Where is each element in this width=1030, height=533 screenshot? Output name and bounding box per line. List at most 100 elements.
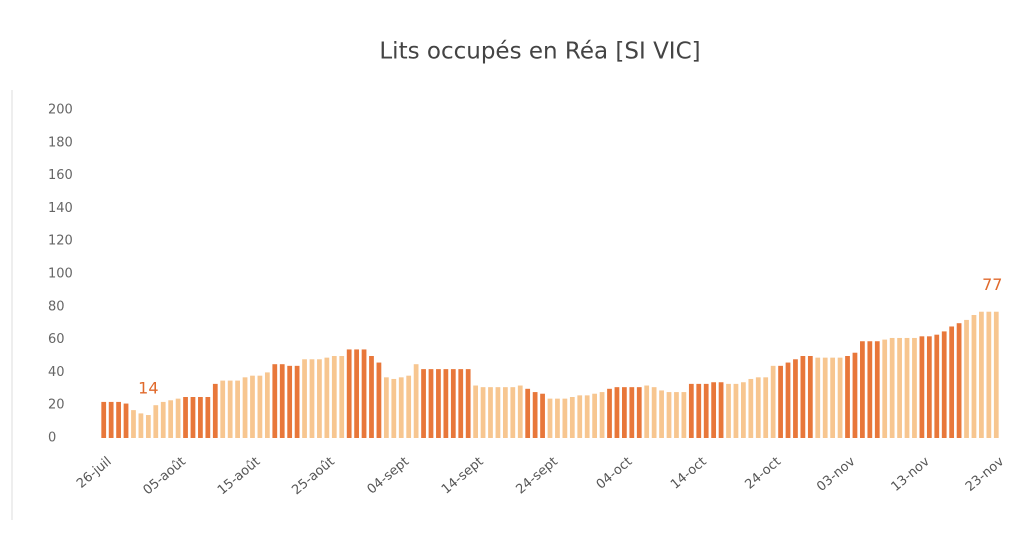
y-tick-label: 0 xyxy=(48,431,56,446)
bar xyxy=(889,337,895,438)
bar xyxy=(116,401,121,438)
y-tick-label: 60 xyxy=(48,332,65,347)
bar xyxy=(123,403,129,438)
bar xyxy=(785,362,791,438)
bar xyxy=(101,401,107,438)
bar xyxy=(986,311,992,438)
bar xyxy=(748,378,754,438)
chart-title: Lits occupés en Réa [SI VIC] xyxy=(379,39,700,65)
bar xyxy=(220,380,226,438)
y-tick-label: 200 xyxy=(48,103,73,118)
bar xyxy=(904,337,910,438)
bar xyxy=(235,380,240,438)
bar xyxy=(845,356,850,438)
bar xyxy=(532,392,538,438)
x-tick-label: 13-nov xyxy=(889,454,933,495)
bar xyxy=(592,393,598,438)
x-tick-label: 05-août xyxy=(141,454,189,498)
bar xyxy=(183,397,188,438)
bar xyxy=(852,352,858,438)
bar xyxy=(250,375,255,438)
y-tick-label: 140 xyxy=(48,201,73,216)
bar xyxy=(830,357,836,438)
bar xyxy=(369,356,374,438)
bar xyxy=(607,388,612,438)
bar xyxy=(473,385,478,438)
bar xyxy=(867,341,873,438)
bar xyxy=(807,356,813,438)
bar xyxy=(703,383,709,438)
bar xyxy=(778,365,783,438)
data-label: 77 xyxy=(982,275,1002,294)
bar xyxy=(131,410,136,438)
bar xyxy=(688,383,694,438)
bar xyxy=(860,341,865,438)
bar xyxy=(822,357,828,438)
x-tick-label: 15-août xyxy=(215,454,263,498)
x-tick-label: 14-oct xyxy=(668,454,710,492)
bar xyxy=(324,357,330,438)
bar xyxy=(391,378,397,438)
bar xyxy=(681,392,687,438)
bar xyxy=(458,369,464,438)
bar xyxy=(302,359,307,438)
bar xyxy=(926,336,932,438)
bar xyxy=(949,326,955,438)
y-tick-label: 120 xyxy=(48,234,73,249)
bar xyxy=(614,387,620,438)
bar xyxy=(309,359,315,438)
bar xyxy=(793,359,798,438)
y-tick-label: 100 xyxy=(48,267,73,282)
bar xyxy=(294,365,300,438)
bar xyxy=(331,356,337,438)
bar xyxy=(198,397,203,438)
x-tick-label: 24-oct xyxy=(742,454,784,492)
bar xyxy=(659,390,664,438)
bar xyxy=(919,336,925,438)
bar xyxy=(584,395,590,438)
bar xyxy=(242,377,248,438)
bar xyxy=(153,405,159,438)
bar xyxy=(651,387,657,438)
data-label: 14 xyxy=(138,379,158,398)
bar xyxy=(272,364,278,438)
bar xyxy=(346,349,352,438)
bar xyxy=(964,319,969,438)
bar xyxy=(636,387,642,438)
bar xyxy=(577,395,583,438)
bar xyxy=(874,341,880,438)
bar xyxy=(465,369,471,438)
x-tick-label: 14-sept xyxy=(439,454,486,497)
bar xyxy=(815,357,821,438)
bar xyxy=(912,337,917,438)
bar xyxy=(287,365,293,438)
bar xyxy=(562,398,568,438)
bar xyxy=(361,349,367,438)
bar xyxy=(257,375,263,438)
bar xyxy=(599,392,605,438)
bar xyxy=(264,372,270,438)
bar xyxy=(569,397,575,438)
bar xyxy=(837,357,843,438)
x-tick-label: 26-juil xyxy=(74,454,115,491)
bar xyxy=(160,401,166,438)
bar xyxy=(406,375,412,438)
y-tick-label: 20 xyxy=(48,398,65,413)
bar xyxy=(510,387,516,438)
bar xyxy=(175,398,181,438)
bar xyxy=(674,392,679,438)
x-tick-label: 23-nov xyxy=(963,454,1007,495)
bar xyxy=(726,383,731,438)
bar xyxy=(733,383,739,438)
x-tick-label: 04-oct xyxy=(594,454,636,492)
bar xyxy=(979,311,984,438)
bar xyxy=(741,382,746,438)
x-tick-label: 24-sept xyxy=(513,454,560,497)
bar xyxy=(540,393,545,438)
bar xyxy=(488,387,493,438)
bar xyxy=(971,315,977,438)
bar xyxy=(138,413,144,438)
bar xyxy=(696,383,702,438)
bar xyxy=(145,415,151,438)
